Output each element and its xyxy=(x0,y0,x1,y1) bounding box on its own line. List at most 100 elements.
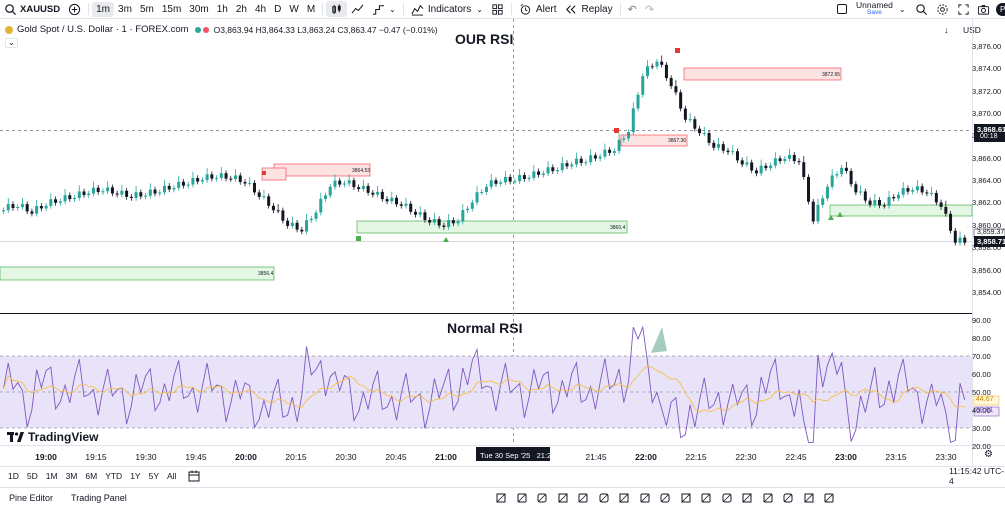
legend-title[interactable]: Gold Spot / U.S. Dollar · 1 · FOREX.com xyxy=(17,24,189,35)
fib-icon[interactable] xyxy=(557,492,569,504)
snapshot-button[interactable] xyxy=(973,0,994,19)
range-1m[interactable]: 1M xyxy=(45,470,58,481)
crosshair-icon[interactable] xyxy=(495,492,507,504)
candle-body xyxy=(584,162,588,164)
timeframe-1m[interactable]: 1m xyxy=(92,1,115,17)
support-zone[interactable] xyxy=(829,204,973,217)
candle-body xyxy=(693,119,697,129)
buy-signal-marker[interactable] xyxy=(828,215,834,220)
templates-button[interactable] xyxy=(487,0,508,19)
replay-button[interactable]: Replay xyxy=(560,0,616,19)
trading-panel-tab[interactable]: Trading Panel xyxy=(71,493,127,503)
timeframe-2h[interactable]: 2h xyxy=(235,3,247,15)
buy-signal-marker[interactable] xyxy=(443,237,449,242)
indicators-button[interactable]: Indicators ⌄ xyxy=(407,0,487,19)
candle-body xyxy=(475,192,479,203)
symbol-label: XAUUSD xyxy=(20,3,61,15)
resistance-zone[interactable] xyxy=(683,67,842,81)
candle-body xyxy=(219,173,223,178)
range-3m[interactable]: 3M xyxy=(65,470,78,481)
rsi-tick-label: 90.00 xyxy=(972,316,991,325)
resistance-zone[interactable] xyxy=(620,134,688,147)
timeframe-1h[interactable]: 1h xyxy=(216,3,228,15)
callout-icon[interactable] xyxy=(782,492,794,504)
candle-body xyxy=(873,200,877,205)
fullscreen-button[interactable] xyxy=(953,0,974,19)
support-zone[interactable] xyxy=(0,266,275,281)
trend-line-icon[interactable] xyxy=(516,492,528,504)
range-5y[interactable]: 5Y xyxy=(148,470,159,481)
currency-label[interactable]: USD xyxy=(963,25,981,35)
brush-icon[interactable] xyxy=(598,492,610,504)
range-1y[interactable]: 1Y xyxy=(130,470,141,481)
buy-signal-marker[interactable] xyxy=(837,212,843,217)
clock-label[interactable]: 11:15:42 UTC-4 xyxy=(949,465,1005,486)
range-ytd[interactable]: YTD xyxy=(105,470,123,481)
candle-body xyxy=(352,180,356,188)
timeframe-3m[interactable]: 3m xyxy=(118,3,132,15)
calendar-icon[interactable] xyxy=(188,470,200,482)
undo-button[interactable]: ↶ xyxy=(624,0,641,19)
watermark-text: TradingView xyxy=(28,430,99,444)
timeframe-5m[interactable]: 5m xyxy=(139,3,154,15)
collapse-legend-button[interactable]: ⌄ xyxy=(5,38,18,48)
undo-icon: ↶ xyxy=(627,3,637,16)
timeframe-D[interactable]: D xyxy=(274,3,282,15)
candles-type-button[interactable] xyxy=(326,1,348,17)
candle-body xyxy=(892,197,896,199)
rsi-line[interactable] xyxy=(3,325,966,444)
shape-icon[interactable] xyxy=(721,492,733,504)
time-tick-label: 22:30 xyxy=(735,452,757,462)
buy-signal-marker[interactable] xyxy=(356,236,361,241)
redo-button[interactable]: ↷ xyxy=(641,0,658,19)
candle-body xyxy=(849,170,853,185)
pattern-icon[interactable] xyxy=(577,492,589,504)
step-chart-button[interactable]: ⌄ xyxy=(368,0,400,19)
support-zone[interactable] xyxy=(356,220,628,234)
compare-symbol-button[interactable] xyxy=(64,0,85,19)
text-icon[interactable] xyxy=(741,492,753,504)
candle-body xyxy=(480,192,484,194)
eraser-icon[interactable] xyxy=(823,492,835,504)
arrow-line-icon[interactable] xyxy=(618,492,630,504)
candle-body xyxy=(560,163,564,171)
symbol-search[interactable]: XAUUSD xyxy=(0,0,64,19)
timeframe-4h[interactable]: 4h xyxy=(255,3,267,15)
dot-icon[interactable] xyxy=(536,492,548,504)
price-note-icon[interactable] xyxy=(762,492,774,504)
range-6m[interactable]: 6M xyxy=(85,470,98,481)
sell-signal-marker[interactable] xyxy=(675,48,680,53)
quick-search-button[interactable] xyxy=(911,0,932,19)
range-1d[interactable]: 1D xyxy=(8,470,19,481)
pine-editor-tab[interactable]: Pine Editor xyxy=(9,493,54,503)
gann-icon[interactable] xyxy=(680,492,692,504)
scroll-to-realtime-button[interactable]: ↓ xyxy=(944,25,949,35)
alert-button[interactable]: Alert xyxy=(515,0,561,19)
candle-body xyxy=(754,170,758,174)
wave-icon[interactable] xyxy=(700,492,712,504)
range-5d[interactable]: 5D xyxy=(26,470,38,481)
timeframe-M[interactable]: M xyxy=(306,3,316,15)
rsi-ma-line[interactable] xyxy=(3,365,965,413)
rectangle-icon[interactable] xyxy=(639,492,651,504)
pencil-icon[interactable] xyxy=(803,492,815,504)
candle-body xyxy=(508,176,512,182)
timeframe-30m[interactable]: 30m xyxy=(189,3,209,15)
timeframe-W[interactable]: W xyxy=(289,3,299,15)
publish-button[interactable]: P xyxy=(996,3,1005,16)
timeframe-15m[interactable]: 15m xyxy=(161,3,182,15)
candle-body xyxy=(437,219,441,226)
candle-body xyxy=(958,237,962,243)
candle-body xyxy=(731,151,735,153)
range-all[interactable]: All xyxy=(167,470,177,481)
sell-signal-marker[interactable] xyxy=(614,128,619,133)
tradingview-watermark[interactable]: TradingView xyxy=(7,430,98,444)
sell-signal-marker[interactable] xyxy=(262,171,266,175)
line-chart-button[interactable] xyxy=(347,0,368,19)
layout-button[interactable]: Unnamed Save ⌄ xyxy=(833,0,910,19)
candle-body xyxy=(783,158,787,162)
settings-button[interactable] xyxy=(932,0,953,19)
axis-settings-button[interactable]: ⚙ xyxy=(984,449,993,460)
long-position-icon[interactable] xyxy=(659,492,671,504)
